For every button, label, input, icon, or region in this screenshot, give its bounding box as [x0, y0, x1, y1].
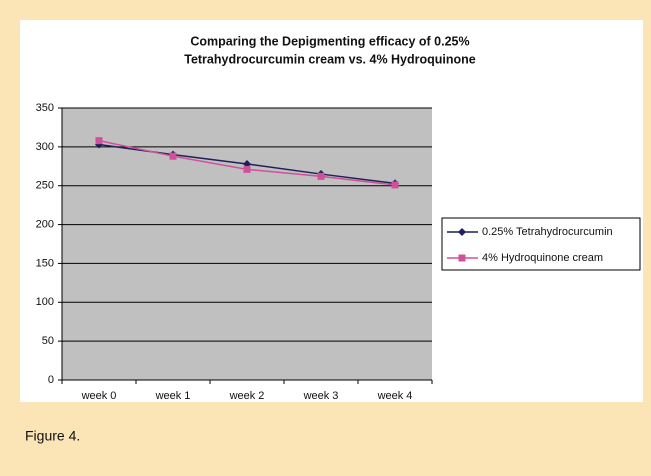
- point: [169, 152, 177, 160]
- y-tick-label: 150: [36, 257, 54, 269]
- point: [95, 137, 103, 145]
- x-tick-label: week 4: [377, 390, 413, 402]
- x-tick-label: week 0: [81, 390, 117, 402]
- x-tick-label: week 1: [155, 390, 191, 402]
- point: [317, 172, 325, 180]
- y-tick-label: 250: [36, 180, 54, 192]
- point: [391, 181, 399, 189]
- legend-marker: [458, 228, 466, 236]
- x-tick-label: week 3: [303, 390, 339, 402]
- y-tick-label: 0: [48, 374, 54, 386]
- y-tick-label: 350: [36, 102, 54, 114]
- y-tick-label: 200: [36, 218, 54, 230]
- chart-title: Tetrahydrocurcumin cream vs. 4% Hydroqui…: [184, 52, 476, 66]
- point: [243, 165, 251, 173]
- y-tick-label: 50: [42, 335, 54, 347]
- plot-area: [62, 108, 432, 380]
- y-tick-label: 300: [36, 141, 54, 153]
- caption: Figure 4.: [25, 428, 80, 444]
- chart-title: Comparing the Depigmenting efficacy of 0…: [190, 34, 469, 48]
- legend-label: 4% Hydroquinone cream: [482, 252, 603, 264]
- legend-marker: [458, 254, 466, 262]
- y-tick-label: 100: [36, 296, 54, 308]
- legend-label: 0.25% Tetrahydrocurcumin: [482, 226, 613, 238]
- legend-box: [441, 217, 641, 271]
- x-tick-label: week 2: [229, 390, 265, 402]
